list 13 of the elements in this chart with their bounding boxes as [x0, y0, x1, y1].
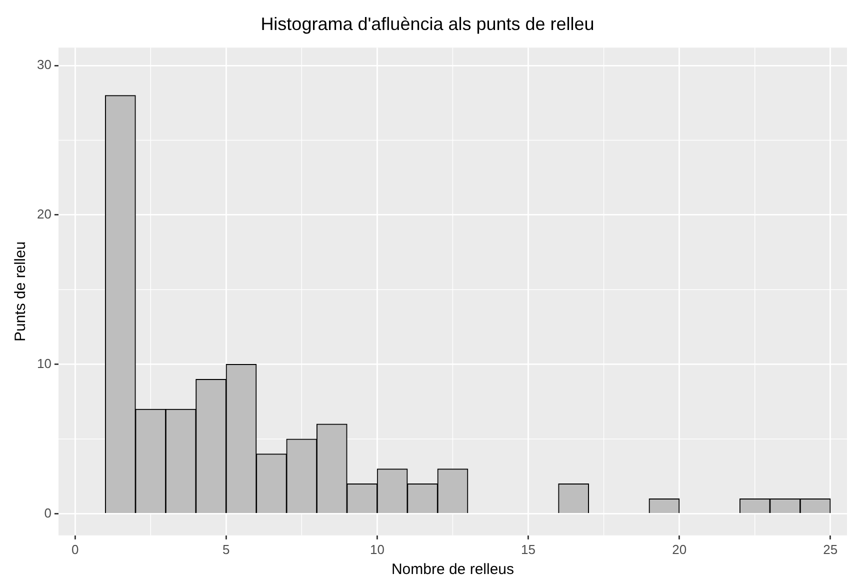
y-tick-label: 0	[44, 505, 52, 520]
y-axis-title: Punts de relleu	[12, 241, 30, 342]
x-tick-label: 0	[71, 542, 79, 557]
chart-title: Histograma d'afluència als punts de relleu	[260, 14, 594, 34]
y-tick-label: 30	[36, 57, 52, 72]
x-tick-label: 20	[672, 542, 687, 557]
x-tick-label: 25	[823, 542, 838, 557]
x-axis-title: Nombre de relleus	[391, 561, 514, 578]
x-tick-label: 15	[521, 542, 536, 557]
y-tick-label: 10	[36, 356, 52, 371]
x-tick-label: 5	[222, 542, 230, 557]
y-tick-label: 20	[36, 206, 52, 222]
x-tick-label: 10	[370, 542, 384, 557]
